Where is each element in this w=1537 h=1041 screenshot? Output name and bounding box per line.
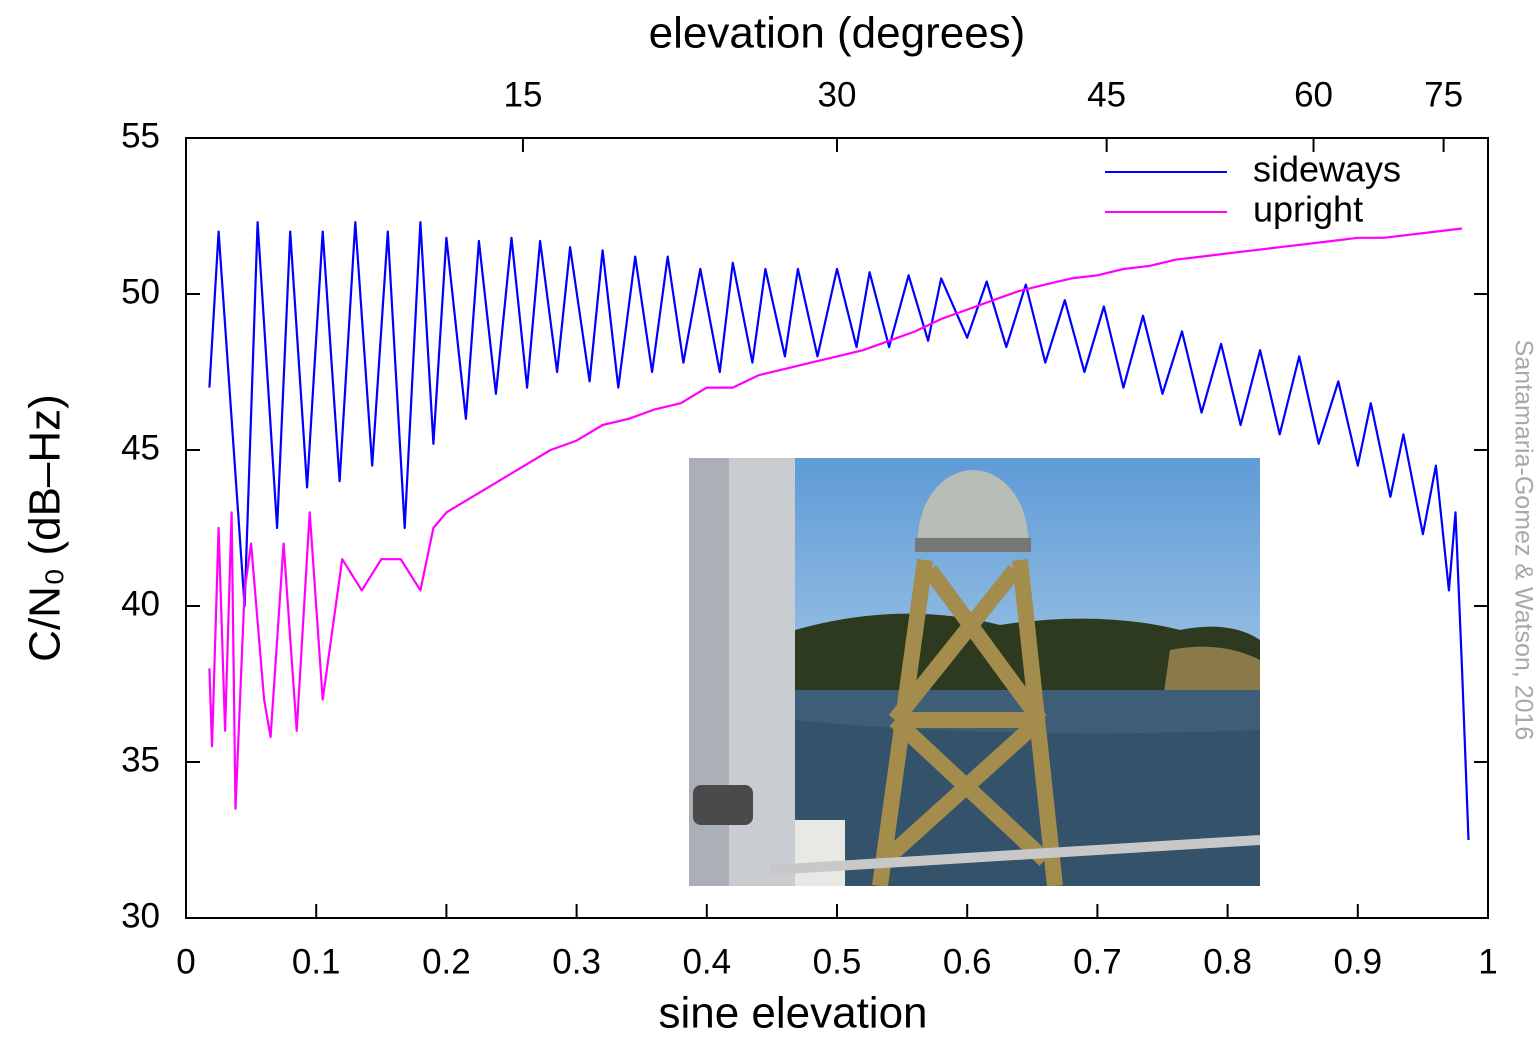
inset-photo (689, 458, 1260, 886)
top-tick-label: 75 (1424, 75, 1463, 114)
y-tick-label: 45 (121, 428, 160, 467)
x-tick-label: 0.2 (422, 942, 471, 981)
top-tick-label: 60 (1294, 75, 1333, 114)
x-tick-label: 0.9 (1333, 942, 1382, 981)
x-tick-label: 0.5 (813, 942, 862, 981)
series-line (208, 221, 1470, 841)
x-tick-label: 0.4 (682, 942, 731, 981)
x-tick-label: 1 (1478, 942, 1497, 981)
y-tick-label: 40 (121, 584, 160, 623)
top-tick-label: 45 (1087, 75, 1126, 114)
y-tick-label: 55 (121, 116, 160, 155)
y-tick-label: 35 (121, 740, 160, 779)
x-tick-label: 0.8 (1203, 942, 1252, 981)
top-tick-label: 30 (818, 75, 857, 114)
series-line (208, 227, 1463, 810)
y-tick-label: 30 (121, 896, 160, 935)
legend-label: sideways (1253, 149, 1401, 190)
legend-label: upright (1253, 189, 1363, 230)
top-tick-label: 15 (503, 75, 542, 114)
plot-area (208, 221, 1470, 841)
credit: Santamaria-Gomez & Watson, 2016 (1509, 340, 1537, 741)
x-tick-label: 0.7 (1073, 942, 1122, 981)
x-tick-label: 0.1 (292, 942, 341, 981)
x-tick-label: 0.3 (552, 942, 601, 981)
x-tick-label: 0 (176, 942, 195, 981)
x-axis-title: sine elevation (658, 989, 927, 1038)
y-tick-label: 50 (121, 272, 160, 311)
top-axis-title: elevation (degrees) (649, 9, 1026, 58)
y-axis-title: C/N₀ (dB–Hz) (21, 394, 70, 662)
x-tick-label: 0.6 (943, 942, 992, 981)
